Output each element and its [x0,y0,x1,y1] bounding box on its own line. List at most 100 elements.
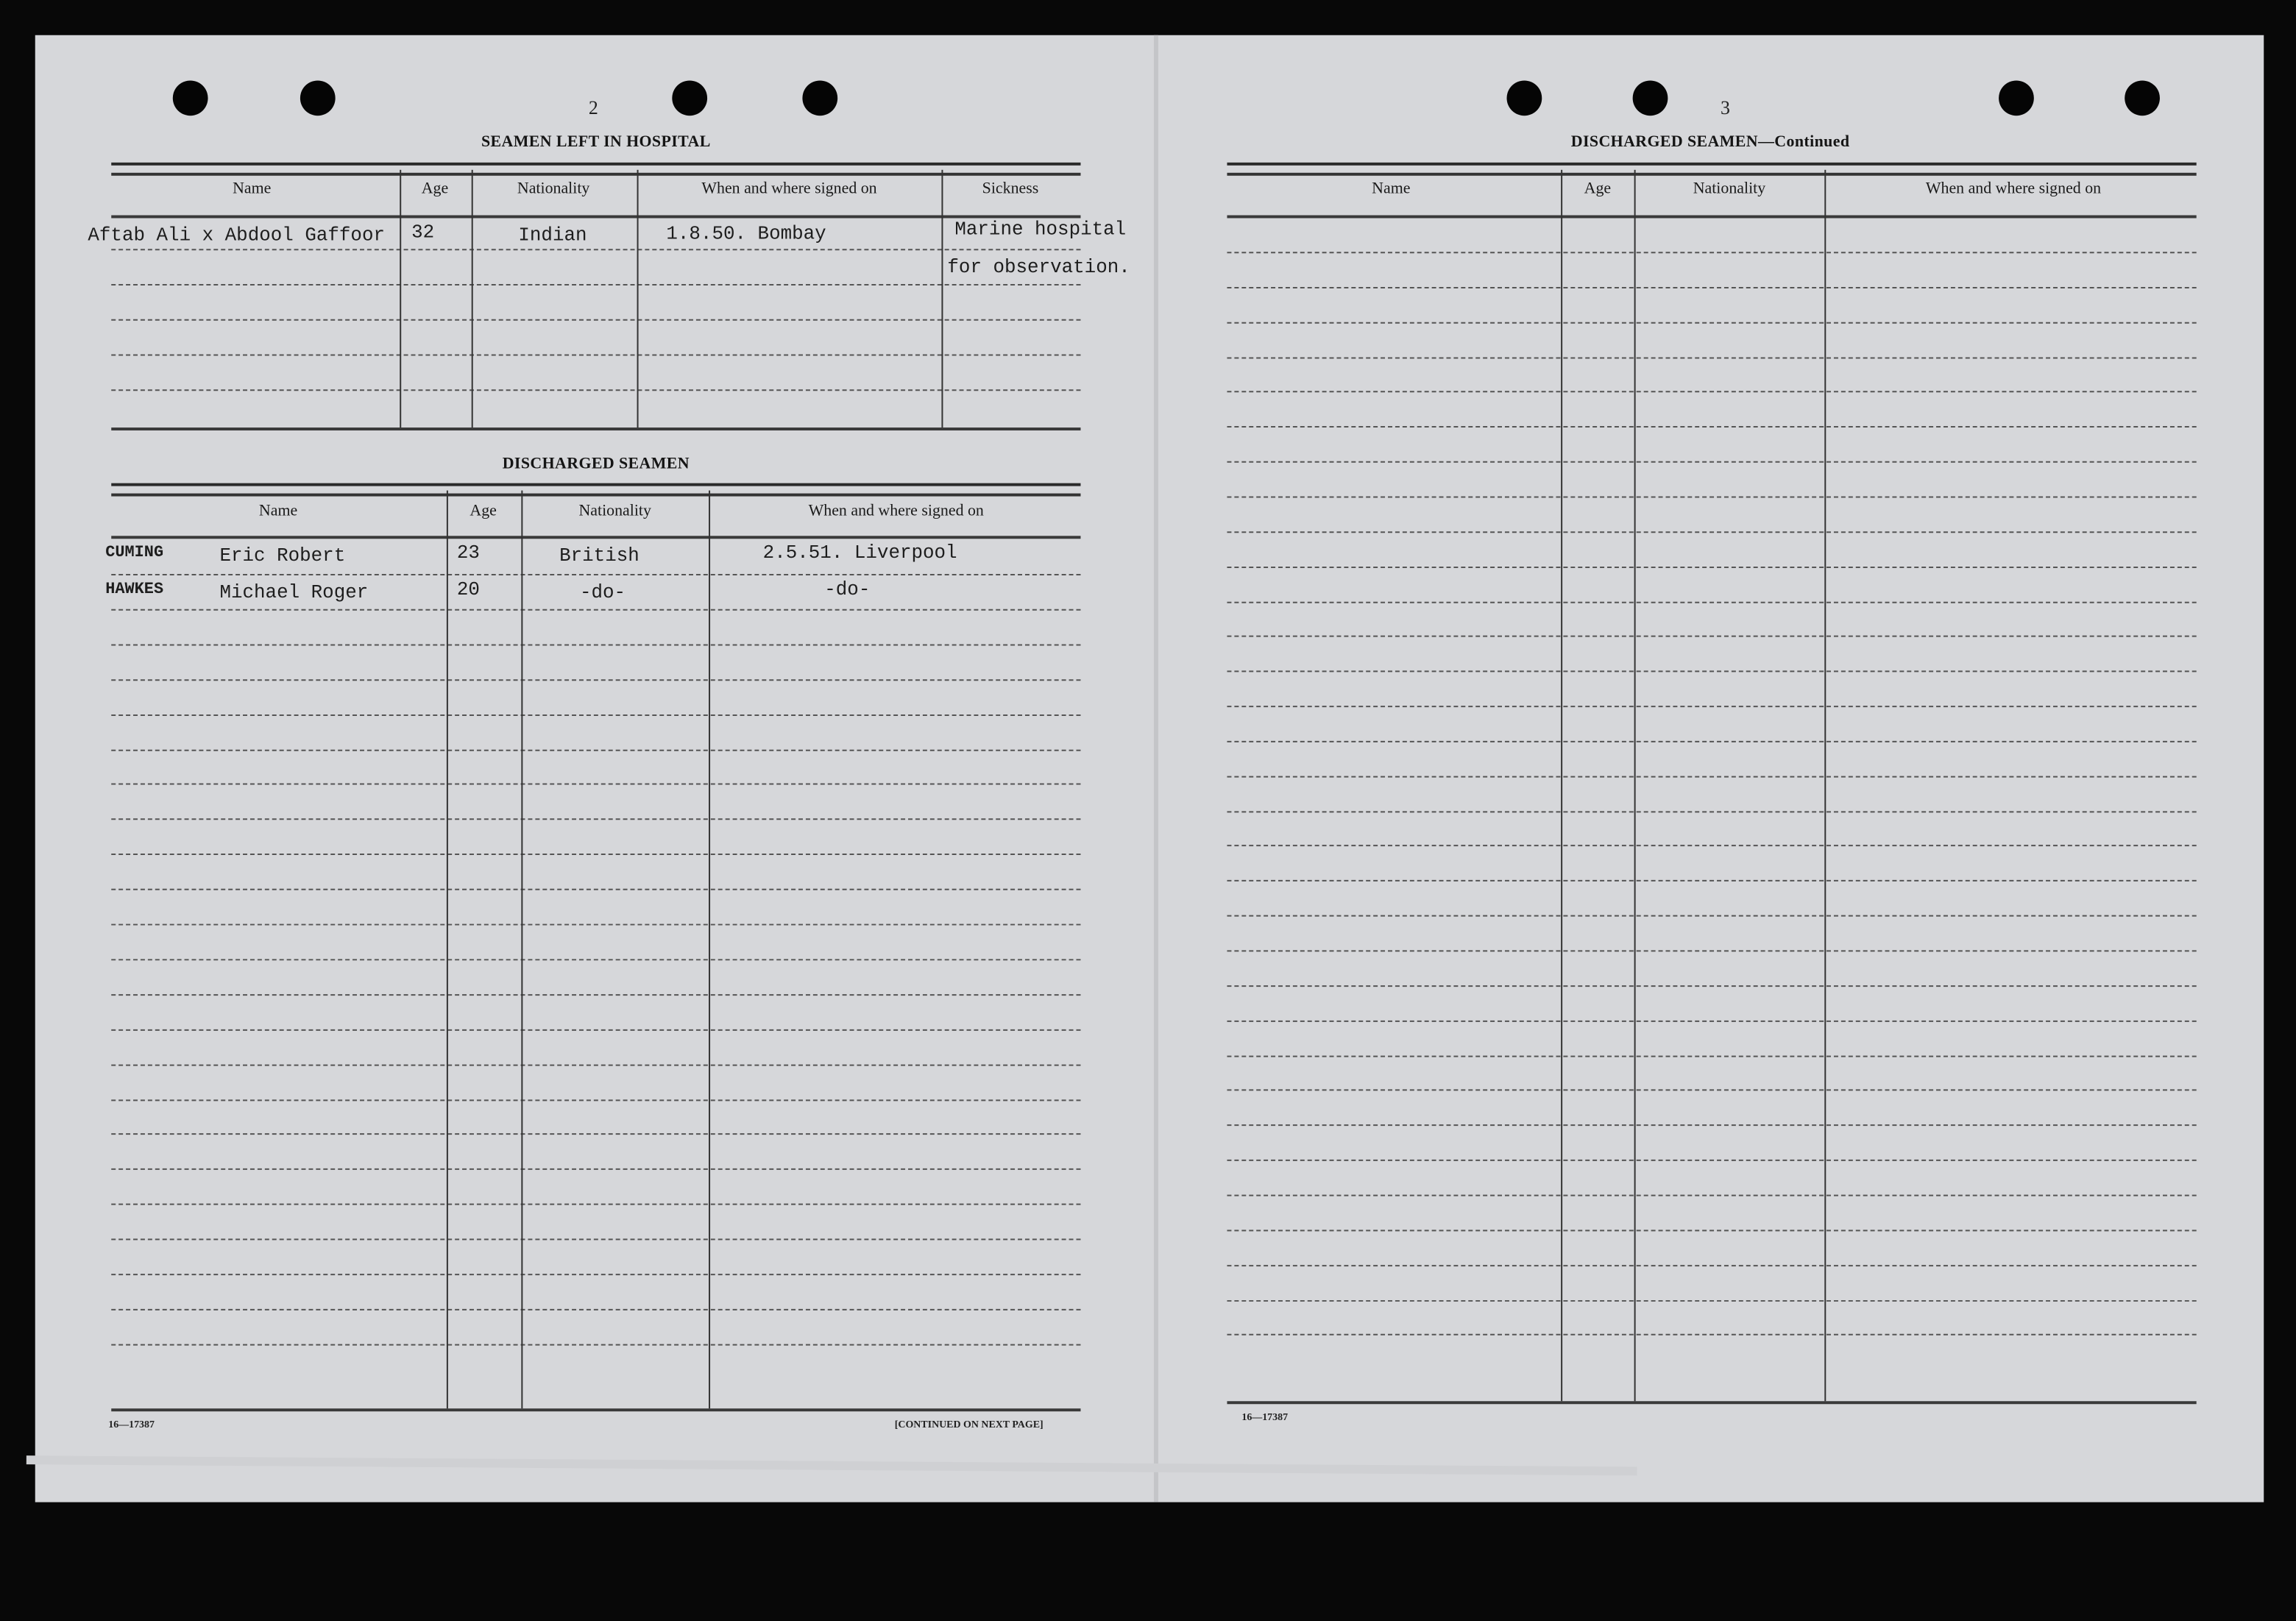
row-line [1227,1194,2197,1196]
row-line [1227,357,2197,359]
header-rule [1227,215,2197,219]
column-divider [400,169,402,428]
row-line [1227,879,2197,882]
row-line [1227,391,2197,393]
row-line [111,783,1081,785]
punch-hole [1632,80,1668,116]
row-line [111,644,1081,646]
row-line [1227,567,2197,569]
column-divider [1824,169,1826,1402]
seaman-signed-on: 2.5.51. Liverpool [762,542,957,564]
row-line [1227,1055,2197,1057]
seaman-nationality: British [559,545,639,567]
row-line [111,679,1081,681]
row-line [111,818,1081,820]
row-line [1227,740,2197,742]
row-line [1227,1159,2197,1161]
row-line [1227,601,2197,603]
row-line [111,319,1081,321]
row-line [111,1344,1081,1346]
seaman-age: 20 [456,578,480,600]
discharged-section-title: DISCHARGED SEAMEN [502,455,690,473]
row-line [1227,461,2197,463]
row-line [111,959,1081,961]
row-line [111,923,1081,926]
column-divider [709,490,711,1409]
row-line [111,284,1081,286]
row-line [111,1064,1081,1066]
double-rule [111,162,1081,176]
page-fold [1153,35,1158,1503]
row-line [111,714,1081,717]
header-rule [111,215,1081,219]
hospital-nationality-cell: Indian [518,224,587,246]
column-header: Age [1584,180,1612,198]
row-line [1227,531,2197,533]
row-line [1227,635,2197,637]
row-line [111,609,1081,611]
page-number-left: 2 [588,96,598,119]
column-divider [471,169,473,428]
row-line [1227,1089,2197,1091]
column-divider [941,169,943,428]
column-header: Age [470,502,497,520]
column-divider [1634,169,1636,1402]
column-header: Name [1372,180,1411,198]
column-divider [1561,169,1563,1402]
row-line [1227,426,2197,428]
hospital-age-cell: 32 [411,221,435,244]
seaman-given-names: Michael Roger [219,581,369,603]
seaman-age: 23 [456,542,480,564]
column-header: Name [233,180,272,198]
row-line [111,1168,1081,1170]
column-header: Nationality [578,502,651,520]
row-line [111,354,1081,356]
row-line [111,749,1081,751]
seaman-given-names: Eric Robert [219,545,346,567]
row-line [1227,845,2197,847]
row-line [111,1308,1081,1310]
row-line [1227,1265,2197,1267]
punch-hole [1506,80,1542,116]
seaman-nationality: -do- [579,581,626,603]
row-line [1227,1124,2197,1127]
row-line [111,1099,1081,1102]
header-rule [111,536,1081,539]
row-line [111,1029,1081,1031]
row-line [111,1274,1081,1276]
column-header: Sickness [982,180,1039,198]
row-line [111,249,1081,251]
hospital-section-title: SEAMEN LEFT IN HOSPITAL [481,133,711,151]
seaman-surname: HAWKES [105,581,164,599]
row-line [1227,496,2197,498]
column-header: Nationality [517,180,590,198]
hospital-sickness-cell: Marine hospital [954,218,1127,241]
double-rule [111,483,1081,497]
column-header: When and where signed on [1925,180,2102,198]
column-divider [521,490,523,1409]
row-line [111,994,1081,996]
row-line [1227,950,2197,952]
double-rule [1227,162,2197,176]
column-header: Nationality [1693,180,1766,198]
bottom-rule [111,1408,1081,1412]
column-divider [637,169,639,428]
seaman-signed-on: -do- [824,578,871,600]
row-line [1227,322,2197,324]
row-line [1227,670,2197,673]
row-line [1227,252,2197,254]
column-header: Age [421,180,449,198]
row-line [1227,706,2197,708]
row-line [1227,1333,2197,1336]
row-line [1227,915,2197,917]
row-line [111,574,1081,575]
punch-hole [802,80,838,116]
hospital-name-cell: Aftab Ali x Abdool Gaffoor [88,224,386,246]
bottom-rule [1227,1401,2197,1405]
form-number-left: 16—17387 [108,1419,155,1431]
punch-hole [1999,80,2034,116]
row-line [1227,1299,2197,1302]
row-line [111,1238,1081,1241]
column-header: When and where signed on [701,180,877,198]
